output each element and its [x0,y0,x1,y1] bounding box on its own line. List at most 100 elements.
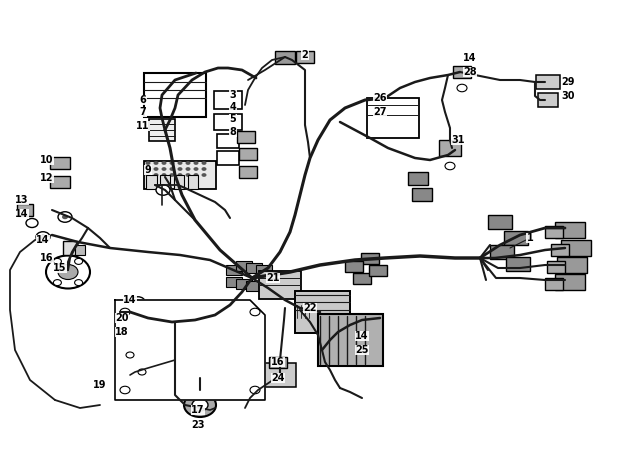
Bar [361,253,379,264]
Circle shape [177,161,182,165]
Bar [412,188,432,200]
Circle shape [120,386,130,394]
Circle shape [135,300,141,304]
Text: 29: 29 [561,77,575,87]
Bar [187,175,199,189]
Bar [439,140,461,156]
Bar [226,265,242,275]
Circle shape [161,173,166,177]
Bar [367,98,419,138]
Bar [490,245,514,259]
Text: 16: 16 [272,357,285,367]
Text: 25: 25 [355,345,369,355]
Bar [318,314,382,366]
Polygon shape [115,300,265,400]
Circle shape [75,280,83,285]
Circle shape [58,265,78,279]
Circle shape [161,161,166,165]
Circle shape [445,162,455,170]
Circle shape [53,258,61,265]
Bar [296,51,314,63]
Bar [144,73,206,117]
Bar [408,171,428,184]
Bar [239,148,257,160]
Circle shape [194,161,199,165]
Bar [256,265,272,275]
Bar [545,278,563,290]
Text: 11: 11 [136,121,150,131]
Bar [453,66,471,78]
Bar [146,175,156,189]
Circle shape [192,399,208,411]
Text: 1: 1 [527,233,534,243]
Bar [149,119,175,141]
Circle shape [36,232,50,242]
Text: 24: 24 [272,373,285,383]
Bar [264,363,296,387]
Bar [488,215,512,229]
Bar [236,279,252,289]
Circle shape [156,185,170,195]
Bar [226,277,242,287]
Circle shape [153,167,158,171]
Circle shape [194,173,199,177]
Text: 3: 3 [230,90,236,100]
Text: 2: 2 [302,50,308,60]
Circle shape [177,173,182,177]
Circle shape [184,393,216,417]
Text: 12: 12 [41,173,54,183]
Bar [173,175,184,189]
Bar [214,114,242,130]
Circle shape [46,256,90,288]
Text: 20: 20 [115,313,128,323]
Bar [269,357,287,368]
Bar [538,94,558,106]
Circle shape [194,167,199,171]
Circle shape [146,167,151,171]
Circle shape [62,215,68,219]
Circle shape [126,352,134,358]
Bar [275,50,295,64]
Bar [246,263,262,273]
Text: 4: 4 [230,102,236,112]
Bar [75,245,85,255]
Circle shape [250,386,260,394]
Bar [353,273,371,284]
Bar [17,205,33,216]
Bar [547,261,565,273]
Text: 22: 22 [303,303,316,313]
Text: 14: 14 [355,331,369,341]
Bar [237,131,255,143]
Circle shape [170,161,175,165]
Bar [561,240,591,256]
Text: 14: 14 [463,53,477,63]
Text: 23: 23 [191,420,204,430]
Circle shape [201,167,206,171]
Text: 15: 15 [53,263,66,273]
Circle shape [185,161,191,165]
Circle shape [146,173,151,177]
Bar [50,157,70,169]
Text: 14: 14 [36,235,50,245]
Circle shape [26,218,38,228]
Circle shape [53,280,61,285]
Bar [369,265,387,276]
Bar [557,257,587,273]
Bar [504,231,528,245]
Text: 27: 27 [373,107,387,117]
Text: 6: 6 [140,95,146,105]
Text: 17: 17 [191,405,204,415]
Text: 10: 10 [41,155,54,165]
Bar [217,134,239,148]
Bar [555,222,585,238]
Text: 26: 26 [373,93,387,103]
Circle shape [138,369,146,375]
Circle shape [201,161,206,165]
Circle shape [75,258,83,265]
Circle shape [146,161,151,165]
Bar [536,75,560,89]
Bar [506,257,530,271]
Circle shape [201,173,206,177]
Text: 14: 14 [123,295,137,305]
Bar [160,175,170,189]
